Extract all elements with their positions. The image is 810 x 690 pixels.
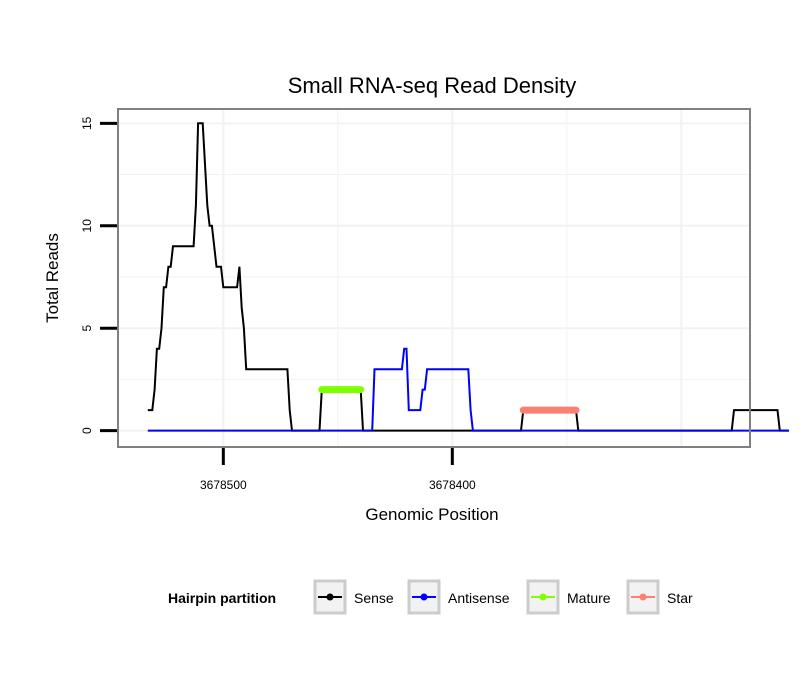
series-antisense — [147, 347, 789, 432]
legend-title: Hairpin partition — [168, 590, 276, 606]
legend-label-mature: Mature — [567, 590, 611, 606]
y-axis-title: Total Reads — [43, 233, 62, 323]
legend-label-sense: Sense — [354, 590, 394, 606]
series-layer — [147, 122, 789, 432]
y-tick-label-2: 10 — [80, 219, 94, 233]
y-axis: 0 5 10 15 — [80, 116, 117, 434]
x-tick-label-0: 3678500 — [200, 478, 247, 492]
x-axis: 3678500 3678400 — [200, 448, 476, 492]
plot-panel — [117, 108, 789, 448]
x-tick-label-1: 3678400 — [429, 478, 476, 492]
legend-item-antisense: Antisense — [407, 579, 510, 615]
plot-border — [117, 108, 751, 448]
chart-title: Small RNA-seq Read Density — [288, 73, 577, 98]
legend: Hairpin partition Sense Antisense Mature… — [168, 579, 693, 615]
legend-label-star: Star — [667, 590, 693, 606]
legend-item-mature: Mature — [526, 579, 611, 615]
y-tick-label-3: 15 — [80, 116, 94, 130]
legend-item-star: Star — [626, 579, 693, 615]
plot-background — [118, 109, 750, 447]
grid-lines — [118, 109, 750, 447]
legend-item-sense: Sense — [313, 579, 394, 615]
legend-point-mature — [539, 593, 547, 601]
legend-label-antisense: Antisense — [448, 590, 510, 606]
y-tick-label-0: 0 — [80, 427, 94, 434]
legend-point-antisense — [420, 593, 428, 601]
legend-point-sense — [326, 593, 334, 601]
x-axis-title: Genomic Position — [365, 505, 498, 524]
legend-point-star — [639, 593, 647, 601]
y-tick-label-1: 5 — [80, 325, 94, 332]
